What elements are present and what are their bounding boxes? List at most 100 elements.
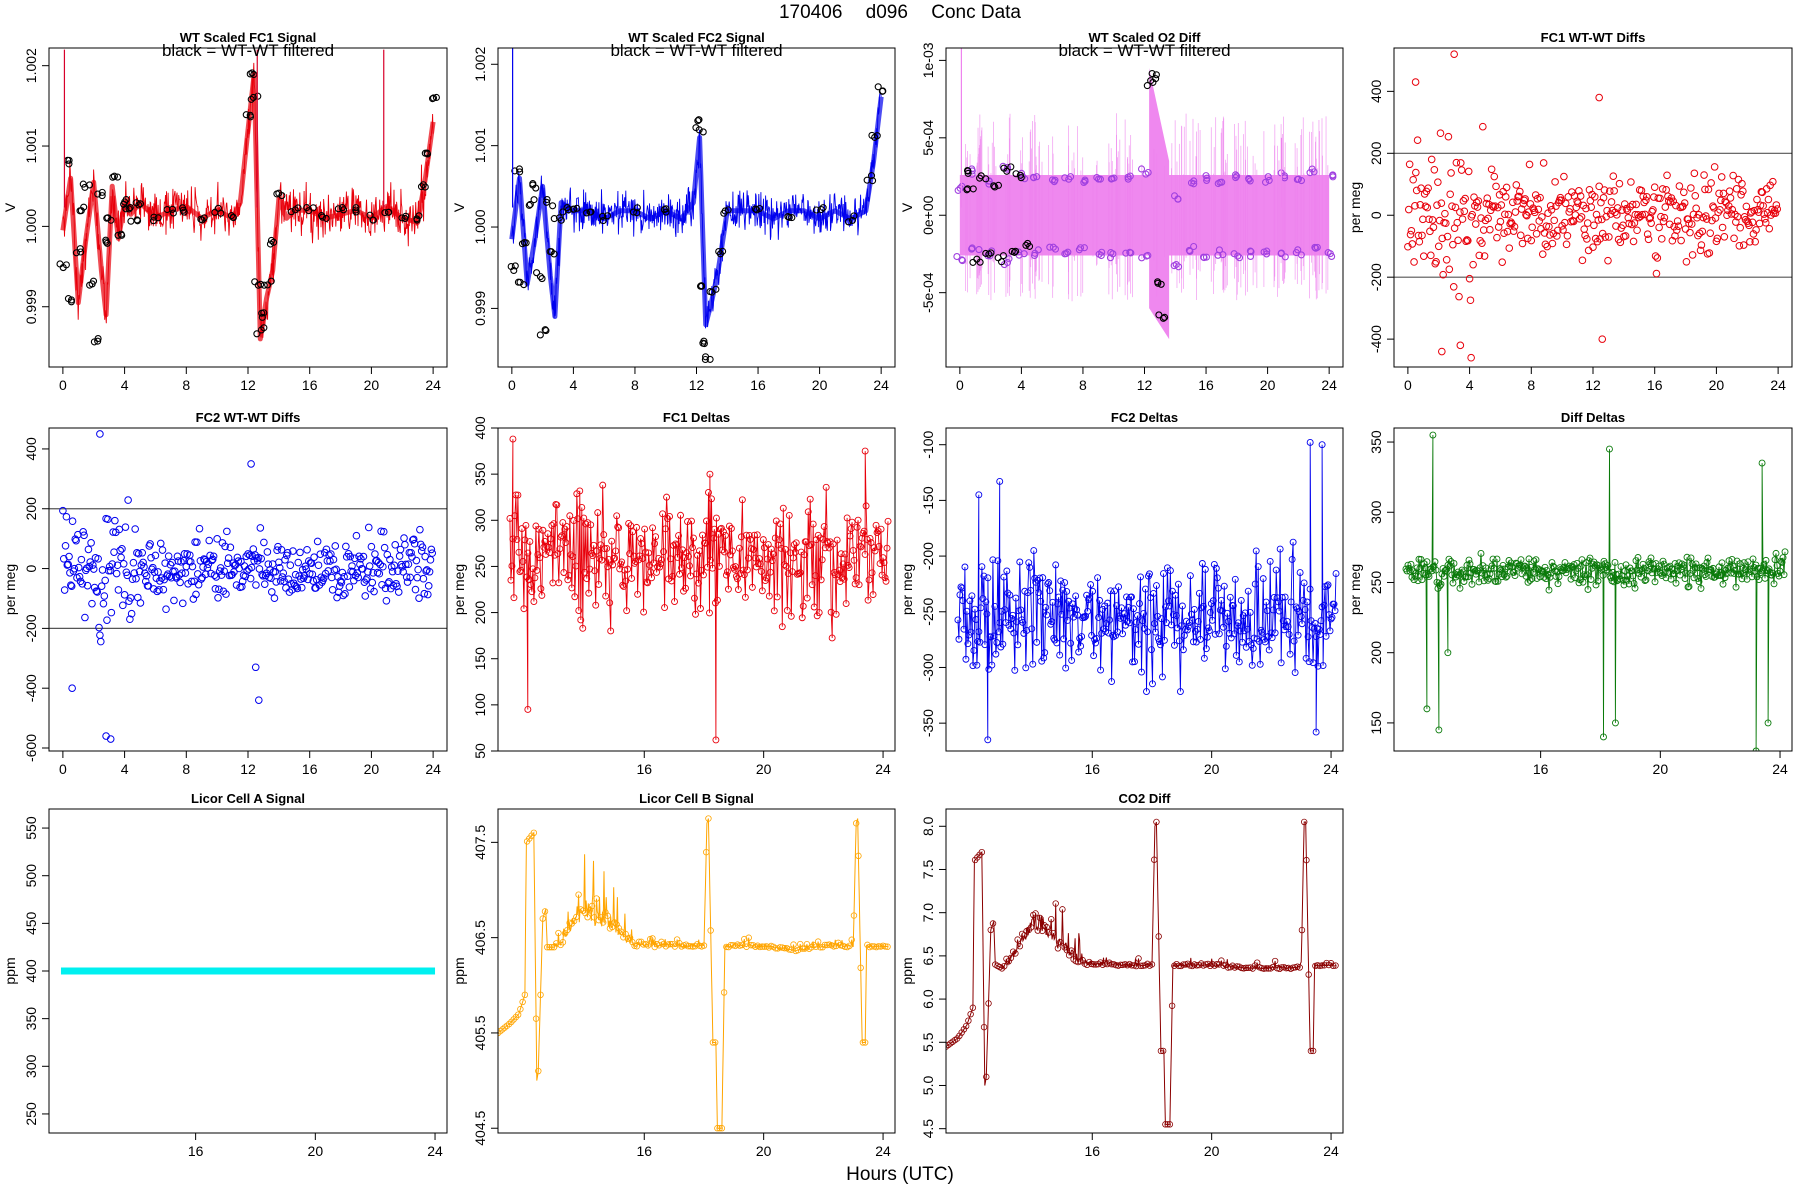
data-point — [412, 556, 421, 565]
data-point — [673, 936, 681, 943]
data-point — [368, 578, 377, 587]
data-point — [581, 568, 589, 576]
data-point — [1618, 206, 1626, 214]
data-point — [776, 944, 784, 951]
data-point — [107, 608, 116, 617]
data-point — [421, 552, 429, 561]
x-tick-label: 24 — [425, 761, 441, 777]
data-point — [1650, 183, 1659, 191]
data-point — [1653, 568, 1661, 576]
data-point — [498, 1027, 504, 1035]
data-point — [263, 548, 272, 556]
data-point — [1092, 961, 1100, 968]
data-point — [1158, 615, 1165, 623]
data-point — [868, 569, 876, 577]
data-point — [545, 543, 553, 551]
data-point — [85, 181, 94, 189]
data-point — [1730, 569, 1738, 577]
data-point — [565, 571, 573, 579]
data-point — [965, 1017, 972, 1024]
data-point — [1466, 560, 1474, 568]
data-point — [956, 1032, 963, 1039]
series-line — [1405, 434, 1786, 751]
data-point — [1297, 613, 1305, 621]
data-point — [1040, 654, 1048, 662]
data-point — [1526, 200, 1535, 208]
x-tick-label: 12 — [240, 377, 256, 393]
data-point — [60, 586, 69, 594]
data-point — [803, 594, 811, 602]
data-point — [1167, 621, 1175, 629]
data-point — [249, 93, 257, 102]
y-tick-label: 0e+00 — [920, 195, 936, 235]
data-point — [855, 852, 862, 860]
data-point — [1453, 218, 1462, 227]
data-point — [1690, 574, 1698, 582]
data-point — [1120, 614, 1127, 622]
data-point — [66, 569, 74, 577]
data-point — [1190, 177, 1198, 185]
data-point — [342, 542, 350, 551]
data-point — [1581, 572, 1589, 580]
data-point — [792, 539, 800, 547]
data-point — [1155, 311, 1163, 319]
data-point — [1499, 562, 1507, 569]
data-point — [64, 560, 72, 569]
data-point — [1411, 202, 1419, 210]
data-point — [1153, 582, 1160, 589]
data-point — [310, 553, 318, 561]
data-point — [1475, 251, 1484, 260]
data-point — [242, 111, 250, 119]
data-point — [195, 524, 204, 533]
data-point — [264, 281, 272, 289]
data-point — [1032, 578, 1040, 586]
data-point — [742, 531, 750, 539]
y-tick-label: -400 — [1368, 325, 1384, 353]
data-point — [1258, 628, 1266, 636]
data-point — [1709, 202, 1717, 210]
y-tick-label: 200 — [23, 497, 39, 521]
y-tick-label: -200 — [23, 614, 39, 642]
data-point — [1126, 172, 1134, 180]
data-point — [1044, 580, 1052, 588]
data-point — [1122, 621, 1129, 629]
data-point — [633, 209, 641, 217]
data-point — [1202, 961, 1209, 968]
data-point — [1223, 609, 1231, 617]
data-point — [1673, 217, 1682, 225]
data-point — [960, 625, 968, 633]
data-point — [1429, 223, 1438, 232]
data-point — [1738, 179, 1746, 188]
data-point — [1061, 579, 1069, 586]
data-point — [1157, 641, 1164, 649]
data-point — [1455, 292, 1463, 301]
data-point — [1079, 956, 1086, 964]
data-point — [1776, 567, 1784, 575]
data-point — [870, 544, 878, 552]
data-point — [1212, 564, 1220, 572]
data-point — [1034, 927, 1041, 934]
data-point — [638, 540, 646, 548]
data-point — [1661, 203, 1670, 211]
data-point — [197, 215, 205, 223]
data-point — [818, 556, 826, 564]
x-tick-label: 24 — [1323, 761, 1339, 777]
chart-title: Licor Cell B Signal — [639, 791, 754, 806]
data-point — [1012, 170, 1020, 178]
data-point — [1197, 604, 1205, 612]
data-point — [561, 930, 569, 937]
data-point — [1713, 570, 1721, 578]
data-point — [1300, 579, 1308, 587]
data-point — [646, 561, 654, 569]
data-point — [1139, 962, 1147, 969]
data-point — [376, 560, 385, 569]
data-point — [1718, 559, 1726, 567]
data-point — [1476, 236, 1484, 245]
data-point — [1032, 910, 1039, 917]
chart-title: Licor Cell A Signal — [191, 791, 305, 806]
data-point — [1159, 1047, 1167, 1055]
data-point — [305, 557, 313, 565]
data-point — [187, 577, 196, 586]
data-point — [1051, 245, 1060, 253]
data-point — [955, 635, 963, 643]
